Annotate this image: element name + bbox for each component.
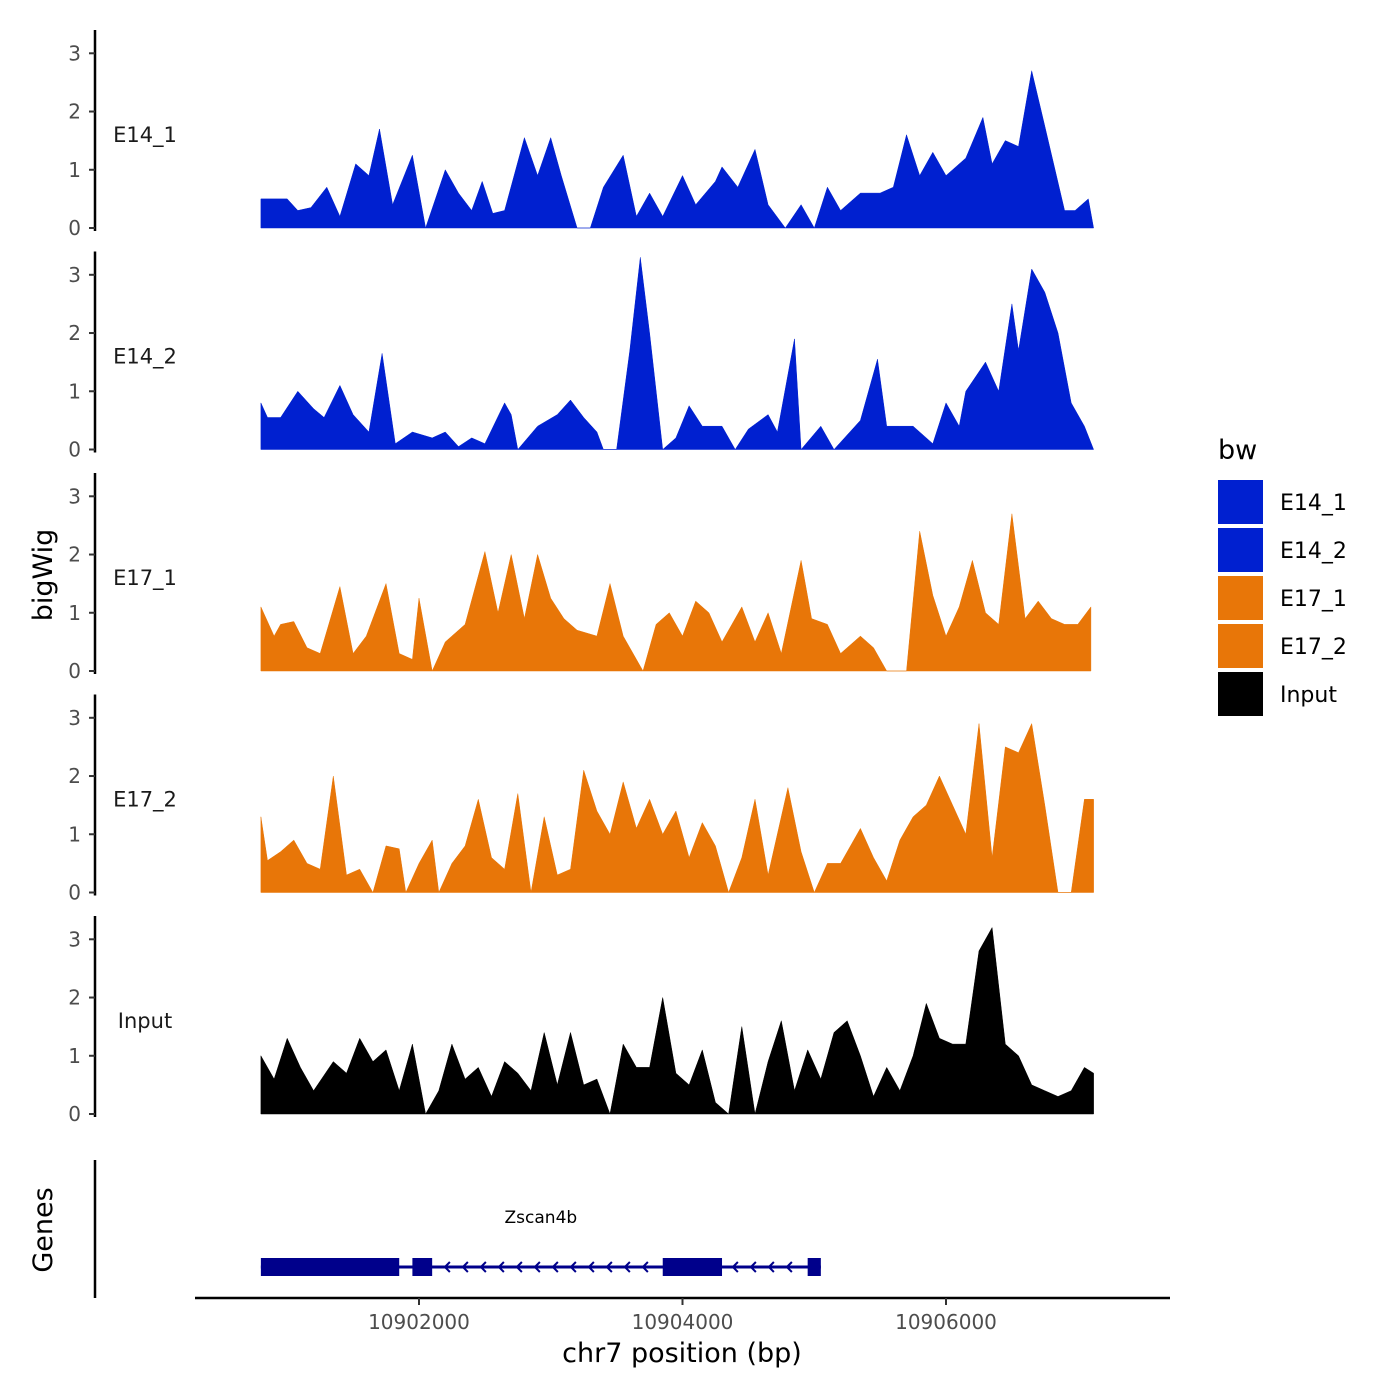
gene-features: Zscan4b xyxy=(260,1208,821,1276)
strand-arrow xyxy=(551,1261,559,1273)
y-tick-label: 0 xyxy=(68,438,81,462)
y-tick-label: 2 xyxy=(68,321,81,345)
signal-tracks: 0 1 2 3 E14_1 0 1 2 3 E14_2 0 1 2 3 E17_1 0 1 2 3 E17_2 0 1 2 3… xyxy=(68,30,1094,1126)
signal-area xyxy=(260,927,1094,1115)
gene-name-label: Zscan4b xyxy=(505,1208,578,1228)
strand-arrow xyxy=(515,1261,523,1273)
y-tick-label: 0 xyxy=(68,881,81,905)
strand-arrow xyxy=(461,1261,469,1273)
track-e14-2: 0 1 2 3 E14_2 xyxy=(68,251,1094,462)
legend-label: E14_1 xyxy=(1280,491,1347,516)
y-tick-label: 3 xyxy=(68,41,81,65)
legend-label: E17_2 xyxy=(1280,635,1347,660)
track-e17-1: 0 1 2 3 E17_1 xyxy=(68,473,1092,683)
y-tick-label: 3 xyxy=(68,263,81,287)
y-axis-title: bigWig xyxy=(28,529,59,622)
y-tick-label: 2 xyxy=(68,100,81,124)
strand-arrow xyxy=(497,1261,505,1273)
strand-arrow xyxy=(731,1261,739,1273)
track-label: E14_2 xyxy=(113,345,177,370)
legend-swatch xyxy=(1218,528,1263,572)
gene-exon xyxy=(412,1258,433,1276)
x-axis-title: chr7 position (bp) xyxy=(562,1338,802,1369)
signal-area xyxy=(260,723,1094,893)
gene-exon xyxy=(807,1258,821,1276)
gene-exon xyxy=(260,1258,400,1276)
gene-panel-title: Genes xyxy=(28,1187,59,1272)
y-tick-label: 2 xyxy=(68,543,81,567)
legend-label: E14_2 xyxy=(1280,539,1347,564)
x-ticks: 10902000 10904000 10906000 xyxy=(368,1298,997,1334)
track-label: E17_2 xyxy=(113,788,177,813)
track-input: 0 1 2 3 Input xyxy=(68,916,1094,1126)
y-tick-label: 0 xyxy=(68,1102,81,1126)
strand-arrow xyxy=(443,1261,451,1273)
signal-area xyxy=(260,257,1094,450)
y-tick-label: 1 xyxy=(68,158,81,182)
strand-arrow xyxy=(479,1261,487,1273)
gene-panel: Genes Zscan4b xyxy=(28,1160,821,1298)
legend-swatch xyxy=(1218,672,1263,716)
strand-arrow xyxy=(767,1261,775,1273)
y-tick-label: 0 xyxy=(68,659,81,683)
legend-label: Input xyxy=(1280,683,1337,708)
strand-arrow xyxy=(533,1261,541,1273)
track-label: E17_1 xyxy=(113,566,177,591)
legend-swatch xyxy=(1218,624,1263,668)
y-tick-label: 2 xyxy=(68,764,81,788)
strand-arrow xyxy=(749,1261,757,1273)
strand-arrow xyxy=(641,1261,649,1273)
gene-exon xyxy=(662,1258,723,1276)
x-axis: 10902000 10904000 10906000 chr7 position (… xyxy=(195,1296,1170,1369)
strand-arrow xyxy=(623,1261,631,1273)
track-e17-2: 0 1 2 3 E17_2 xyxy=(68,694,1094,905)
y-tick-label: 1 xyxy=(68,379,81,403)
y-tick-label: 1 xyxy=(68,1044,81,1068)
y-tick-label: 1 xyxy=(68,822,81,846)
track-label: E14_1 xyxy=(113,123,177,148)
x-tick-label: 10906000 xyxy=(895,1310,997,1334)
signal-area xyxy=(260,70,1094,229)
strand-arrow xyxy=(587,1261,595,1273)
y-tick-label: 0 xyxy=(68,216,81,240)
legend-swatch xyxy=(1218,480,1263,524)
track-e14-1: 0 1 2 3 E14_1 xyxy=(68,30,1094,240)
legend: bw E14_1 E14_2 E17_1 E17_2 Input xyxy=(1218,435,1347,716)
y-tick-label: 3 xyxy=(68,706,81,730)
y-tick-label: 2 xyxy=(68,986,81,1010)
legend-entries: E14_1 E14_2 E17_1 E17_2 Input xyxy=(1218,480,1347,716)
strand-arrow xyxy=(605,1261,613,1273)
y-tick-label: 3 xyxy=(68,927,81,951)
y-tick-label: 3 xyxy=(68,484,81,508)
x-tick-label: 10904000 xyxy=(632,1310,734,1334)
legend-title: bw xyxy=(1218,435,1257,466)
legend-label: E17_1 xyxy=(1280,587,1347,612)
signal-area xyxy=(260,513,1092,672)
legend-swatch xyxy=(1218,576,1263,620)
strand-arrow xyxy=(569,1261,577,1273)
y-tick-label: 1 xyxy=(68,601,81,625)
track-label: Input xyxy=(118,1009,172,1033)
strand-arrow xyxy=(785,1261,793,1273)
x-tick-label: 10902000 xyxy=(368,1310,470,1334)
